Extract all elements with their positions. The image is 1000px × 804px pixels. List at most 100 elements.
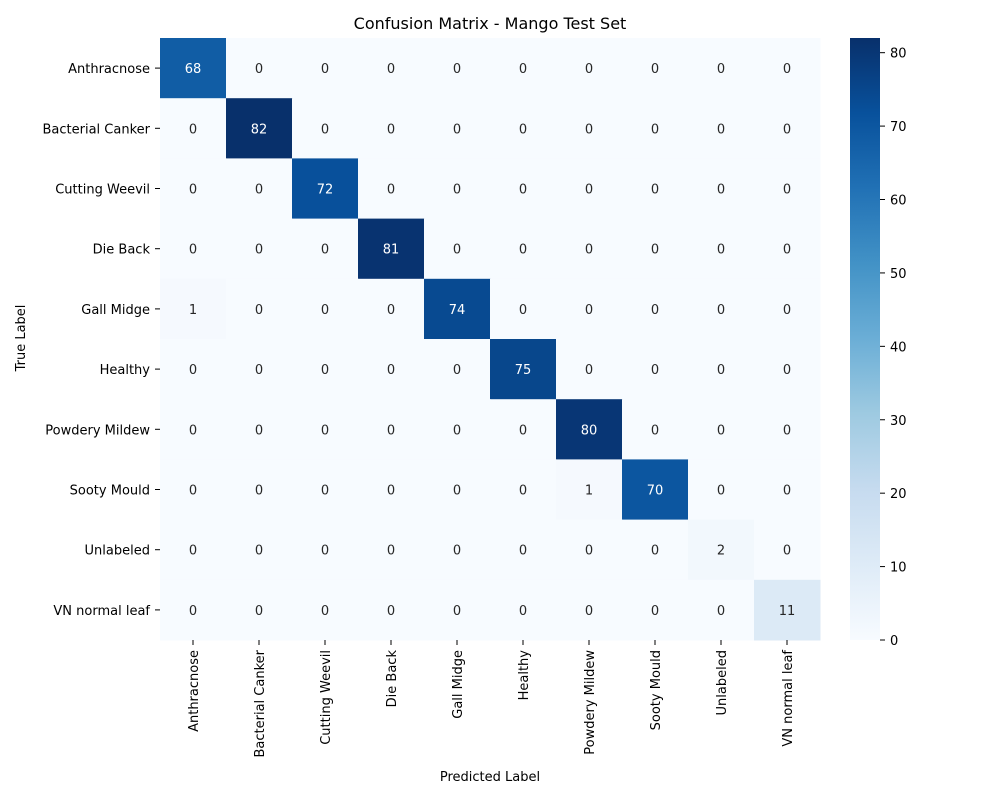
heatmap-cell xyxy=(688,218,755,280)
cell-value-label: 0 xyxy=(717,423,725,438)
cell-value-label: 0 xyxy=(651,604,659,619)
x-tick-label: VN normal leaf xyxy=(781,650,796,747)
cell-value-label: 0 xyxy=(783,303,791,318)
heatmap-cell xyxy=(490,339,557,400)
heatmap-cell xyxy=(226,459,293,521)
heatmap-cell xyxy=(358,98,425,159)
heatmap-cell xyxy=(622,218,689,280)
cell-value-label: 0 xyxy=(387,363,395,378)
cell-value-label: 0 xyxy=(255,183,263,198)
y-tick-label: Gall Midge xyxy=(81,303,150,318)
cell-value-label: 0 xyxy=(321,423,329,438)
cell-value-label: 72 xyxy=(317,183,334,198)
cell-value-label: 0 xyxy=(387,303,395,318)
cell-value-label: 0 xyxy=(255,62,263,77)
cell-value-label: 0 xyxy=(255,423,263,438)
cell-value-label: 0 xyxy=(519,303,527,318)
x-axis-ticks: Anthracnose Bacterial Canker Cutting Weevi… xyxy=(187,640,796,758)
y-tick-label: Unlabeled xyxy=(85,544,150,559)
heatmap-cell xyxy=(622,98,689,159)
heatmap-cell xyxy=(226,399,293,460)
heatmap-cell xyxy=(556,278,623,340)
heatmap-cell xyxy=(622,459,689,521)
cell-value-label: 0 xyxy=(651,423,659,438)
cell-value-label: 0 xyxy=(255,303,263,318)
heatmap-cell xyxy=(688,38,755,99)
heatmap-cell xyxy=(688,339,755,400)
cell-value-label: 0 xyxy=(585,303,593,318)
cell-value-label: 0 xyxy=(783,62,791,77)
heatmap-cell xyxy=(490,98,557,159)
heatmap-cell xyxy=(358,579,425,641)
cell-value-label: 0 xyxy=(321,243,329,258)
cell-value-label: 0 xyxy=(585,62,593,77)
x-tick-label: Anthracnose xyxy=(187,650,202,732)
cell-value-label: 0 xyxy=(519,183,527,198)
cell-value-label: 68 xyxy=(185,62,202,77)
y-tick-label: Anthracnose xyxy=(68,62,150,77)
heatmap-cell xyxy=(622,278,689,340)
heatmap-cell xyxy=(754,339,821,400)
heatmap-cell xyxy=(160,579,227,641)
cell-value-label: 0 xyxy=(453,243,461,258)
x-tick-label: Die Back xyxy=(385,650,400,708)
x-axis-label: Predicted Label xyxy=(440,770,540,785)
cell-value-label: 0 xyxy=(783,423,791,438)
cell-value-label: 0 xyxy=(189,423,197,438)
heatmap-cell xyxy=(226,218,293,280)
heatmap-cell xyxy=(292,579,359,641)
heatmap-cell xyxy=(688,278,755,340)
colorbar-tick-label: 60 xyxy=(890,194,907,209)
cell-value-label: 0 xyxy=(387,544,395,559)
heatmap-cell xyxy=(622,399,689,460)
heatmap-cell xyxy=(754,399,821,460)
cell-value-label: 0 xyxy=(585,122,593,137)
cell-value-label: 0 xyxy=(453,183,461,198)
heatmap-cell xyxy=(226,278,293,340)
heatmap-cell xyxy=(622,519,689,581)
heatmap-cell xyxy=(556,579,623,641)
heatmap-cell xyxy=(292,519,359,581)
heatmap-cell xyxy=(226,579,293,641)
cell-value-label: 0 xyxy=(585,604,593,619)
y-axis-label: True Label xyxy=(14,305,29,373)
cell-value-label: 74 xyxy=(449,303,466,318)
colorbar-tick-label: 0 xyxy=(890,634,898,649)
cell-value-label: 80 xyxy=(581,423,598,438)
cell-value-label: 0 xyxy=(321,484,329,499)
cell-value-label: 0 xyxy=(387,62,395,77)
heatmap-cell xyxy=(358,278,425,340)
cell-value-label: 0 xyxy=(519,604,527,619)
cell-value-label: 0 xyxy=(189,544,197,559)
x-tick-label: Powdery Mildew xyxy=(583,650,598,755)
cell-value-label: 0 xyxy=(255,363,263,378)
cell-value-label: 0 xyxy=(783,484,791,499)
cell-value-label: 0 xyxy=(651,62,659,77)
heatmap-cell xyxy=(424,278,491,340)
cell-value-label: 0 xyxy=(717,243,725,258)
heatmap-cell xyxy=(490,218,557,280)
cell-value-label: 0 xyxy=(783,363,791,378)
heatmap-cell xyxy=(160,519,227,581)
heatmap-cell xyxy=(754,278,821,340)
heatmap-cell xyxy=(490,579,557,641)
heatmap-cell xyxy=(622,38,689,99)
cell-value-label: 0 xyxy=(783,183,791,198)
heatmap-cell xyxy=(292,98,359,159)
heatmap-cell xyxy=(754,98,821,159)
heatmap-cell xyxy=(754,459,821,521)
heatmap-cell xyxy=(358,218,425,280)
y-tick-label: Powdery Mildew xyxy=(45,423,150,438)
colorbar-ticks: 0 10 20 30 40 50 60 70 80 xyxy=(880,47,907,649)
heatmap-cell xyxy=(556,519,623,581)
heatmap-cell xyxy=(688,158,755,220)
cell-value-label: 0 xyxy=(519,122,527,137)
cell-value-label: 0 xyxy=(585,183,593,198)
heatmap-cell xyxy=(424,579,491,641)
cell-value-label: 0 xyxy=(189,183,197,198)
heatmap-cell xyxy=(556,399,623,460)
heatmap-cell xyxy=(160,399,227,460)
cell-value-label: 0 xyxy=(717,303,725,318)
heatmap-cell xyxy=(754,519,821,581)
